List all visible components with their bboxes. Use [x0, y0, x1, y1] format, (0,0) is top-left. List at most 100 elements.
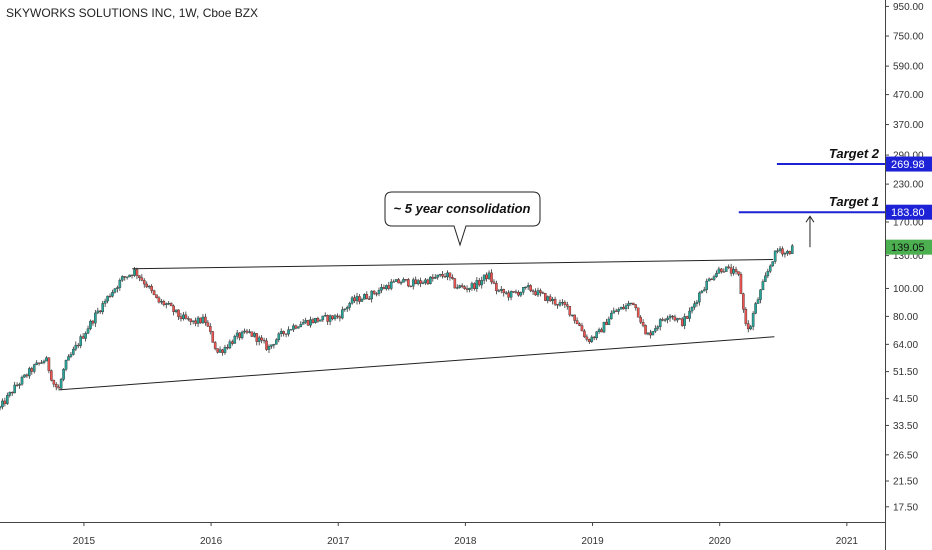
candle-body [766, 270, 770, 277]
candle-body [191, 320, 195, 322]
candle-body [272, 344, 276, 346]
candle-body [720, 268, 723, 272]
candle-body [370, 290, 373, 300]
candle-body [309, 319, 312, 326]
candle-body [712, 276, 716, 280]
candle-body [223, 347, 227, 353]
candle-body [91, 320, 95, 324]
candle-body [583, 330, 586, 338]
y-tick-label: 170.00 [893, 217, 924, 228]
candle-body [81, 336, 85, 339]
candle-body [125, 276, 129, 278]
candle-body [402, 279, 405, 283]
candle-body [385, 285, 388, 290]
candle-body [534, 291, 537, 296]
candle-body [411, 279, 415, 287]
y-tick-label: 750.00 [893, 32, 924, 43]
candle-body [50, 370, 53, 381]
candle-body [536, 290, 540, 296]
candle-body [79, 336, 82, 346]
candle-body [739, 273, 743, 295]
candle-body [116, 287, 119, 289]
candle-body [221, 349, 224, 353]
y-tick-label: 590.00 [893, 62, 924, 73]
candle-body [174, 309, 178, 313]
candle-body [20, 376, 24, 385]
candle-body [448, 272, 452, 278]
candle-body [15, 384, 19, 386]
candle-body [6, 395, 9, 404]
candle-body [646, 332, 650, 335]
candle-body [299, 324, 303, 328]
candle-body [661, 319, 664, 321]
candle-body [275, 339, 278, 345]
candle-body [150, 285, 153, 291]
candle-body [768, 265, 772, 272]
target-price-tag-1 [886, 204, 932, 220]
candle-body [698, 292, 701, 303]
candle-body [546, 296, 550, 301]
candle-body [556, 303, 559, 306]
candle-body [499, 289, 503, 291]
candle-body [35, 362, 38, 365]
callout-bubble [384, 191, 541, 247]
consolidation-callout: ~ 5 year consolidation [384, 191, 541, 247]
y-tick-label: 100.00 [893, 284, 924, 295]
candle-body [788, 251, 792, 254]
candle-body [548, 296, 552, 302]
y-tick-label: 21.50 [893, 477, 918, 488]
candle-body [84, 333, 87, 339]
candle-body [336, 315, 339, 317]
candle-body [194, 320, 197, 324]
candle-body [265, 340, 268, 350]
chart-title: SKYWORKS SOLUTIONS INC, 1W, Cboe BZX [6, 6, 258, 20]
candle-body [639, 316, 642, 323]
candle-body [580, 325, 584, 332]
candle-body [326, 315, 329, 322]
candle-body [629, 302, 633, 305]
y-axis: 950.00 750.00 590.00 470.00 370.00 290.00 230.… [885, 2, 924, 513]
candle-body [553, 298, 557, 305]
candle-body [666, 317, 669, 320]
candle-body [419, 280, 422, 284]
candle-body [204, 316, 207, 323]
candle-body [627, 303, 630, 306]
candle-body [421, 282, 425, 284]
candle-body [710, 278, 713, 280]
candle-body [319, 319, 322, 322]
candle-body [654, 328, 657, 332]
candle-body [460, 285, 464, 287]
candle-body [196, 317, 200, 324]
candle-body [495, 283, 498, 291]
candle-body [314, 317, 317, 323]
candle-body [658, 319, 662, 327]
candle-body [321, 315, 325, 321]
candle-body [375, 293, 378, 295]
candle-body [746, 323, 750, 330]
candle-body [294, 325, 298, 329]
candle-body [76, 344, 80, 347]
candle-body [744, 309, 748, 324]
candle-body [453, 278, 457, 289]
candle-body [685, 316, 689, 319]
target-price-tag-text-2: 269.98 [891, 159, 925, 171]
candle-body [98, 310, 102, 313]
candle-body [108, 295, 112, 298]
y-tick-label: 33.50 [893, 421, 918, 432]
candle-body [86, 328, 90, 334]
candle-body [524, 286, 528, 288]
candle-body [145, 283, 149, 288]
candle-body [297, 326, 300, 329]
candle-body [147, 285, 151, 288]
candle-body [103, 300, 107, 304]
arrow-head [805, 215, 815, 223]
candle-body [404, 279, 408, 281]
candle-body [519, 292, 523, 296]
candle-body [130, 274, 134, 276]
candle-body [8, 391, 12, 396]
candle-body [614, 310, 618, 312]
candle-body [28, 368, 31, 377]
candle-body [568, 306, 572, 316]
